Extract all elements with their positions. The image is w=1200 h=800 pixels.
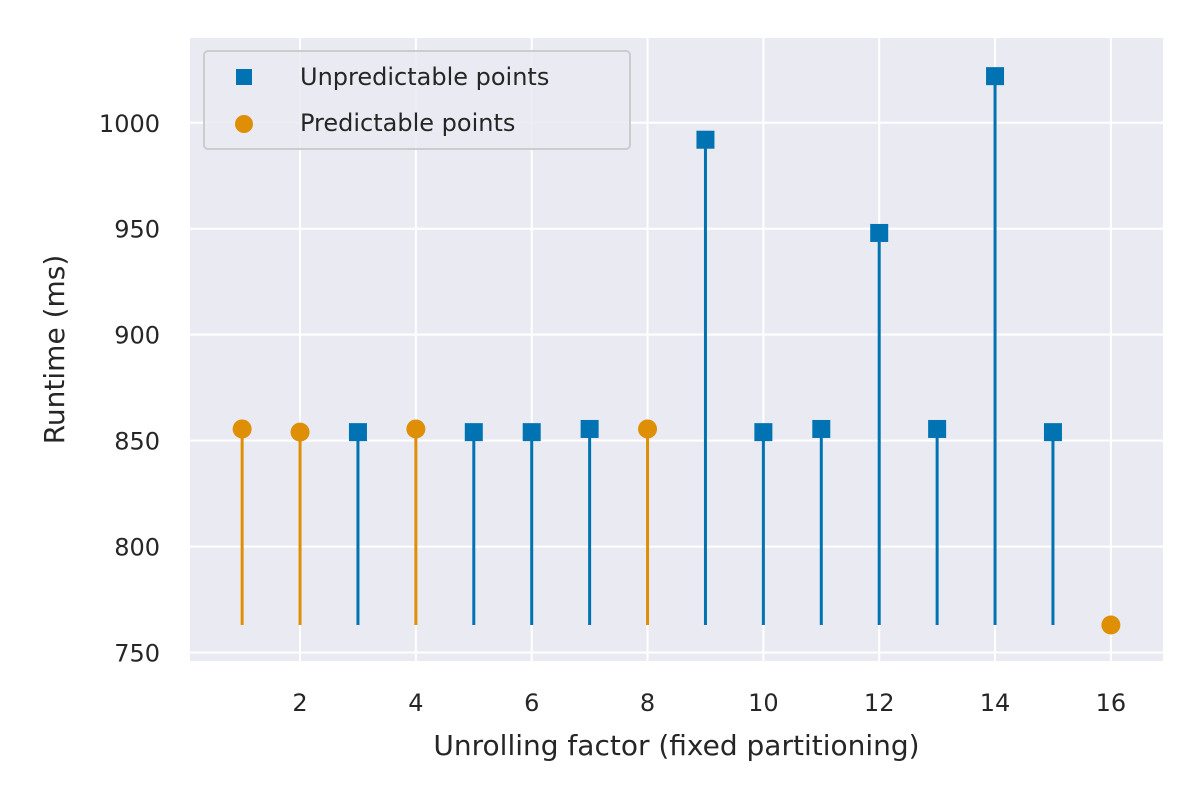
y-tick-label: 800 [114,534,160,562]
stems [240,76,1055,625]
circle-marker [638,419,658,439]
circle-marker [406,419,426,439]
square-marker [928,419,947,438]
square-marker [986,67,1005,86]
x-tick-label: 6 [524,689,539,717]
square-marker [580,419,599,438]
square-marker [812,419,831,438]
y-axis-title: Runtime (ms) [38,255,71,445]
x-axis-ticks: 2 4 6 8 10 12 14 16 [292,689,1126,717]
square-marker [870,223,889,242]
y-tick-label: 900 [114,322,160,350]
square-marker [754,423,773,442]
y-tick-label: 950 [114,216,160,244]
circle-marker [232,419,252,439]
x-tick-label: 14 [980,689,1011,717]
y-axis-ticks: 750 800 850 900 950 1000 [99,110,160,668]
legend-label: Predictable points [300,109,515,137]
x-tick-label: 8 [640,689,655,717]
square-marker [464,423,483,442]
x-tick-label: 4 [408,689,423,717]
square-marker [696,130,715,149]
square-marker [1043,423,1062,442]
x-tick-label: 10 [748,689,779,717]
x-tick-label: 2 [292,689,307,717]
legend-square-icon [236,69,252,85]
square-marker [522,423,541,442]
y-tick-label: 1000 [99,110,160,138]
circle-marker [1101,615,1121,635]
x-tick-label: 16 [1096,689,1127,717]
legend-circle-icon [235,115,253,133]
legend-box [203,50,631,150]
y-tick-label: 850 [114,428,160,456]
legend-label: Unpredictable points [300,63,549,91]
x-axis-title: Unrolling factor (fixed partitioning) [433,729,919,762]
legend[interactable]: Unpredictable points Predictable points [203,50,631,150]
data-markers [232,67,1121,635]
square-marker [348,423,367,442]
x-tick-label: 12 [864,689,895,717]
y-tick-label: 750 [114,640,160,668]
circle-marker [290,422,310,442]
